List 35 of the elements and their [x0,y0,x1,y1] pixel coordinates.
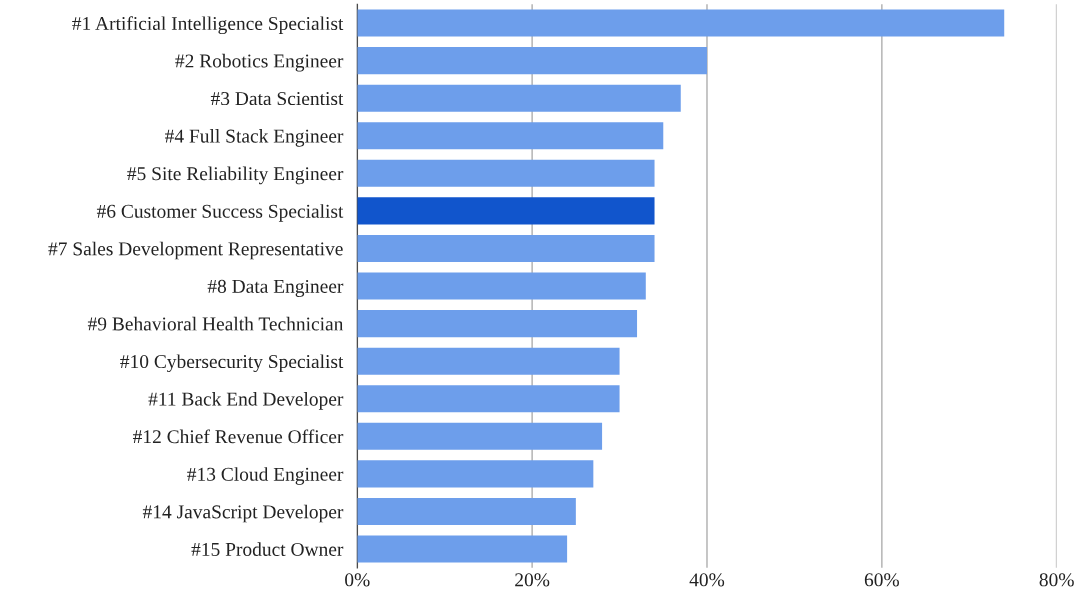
x-tick-label: 40% [689,573,725,587]
y-tick-label: #12 Chief Revenue Officer [132,429,344,444]
y-tick-label: #1 Artificial Intelligence Specialist [72,16,344,35]
y-tick-label: #8 Data Engineer [207,279,344,297]
y-tick-label: #14 JavaScript Developer [142,504,344,523]
x-tick-label: 0% [345,573,370,587]
bar [357,385,620,413]
bar [357,422,603,450]
y-tick-label: #15 Product Owner [191,542,344,556]
bar [357,272,646,300]
bar [357,84,681,112]
x-tick-label: 20% [515,573,550,587]
bar [357,9,1005,37]
y-tick-label: #4 Full Stack Engineer [165,129,344,147]
x-tick-label: 80% [1039,573,1074,587]
y-tick-label: #3 Data Scientist [210,92,344,106]
bar [357,47,707,75]
x-tick-label: 60% [864,573,899,587]
y-tick-label: #7 Sales Development Representative [48,241,343,260]
bar [357,535,568,563]
y-tick-label: #10 Cybersecurity Specialist [120,354,344,373]
y-tick-label: #6 Customer Success Specialist [96,204,344,222]
bar [357,497,576,525]
bar [357,460,594,488]
bar [357,347,620,375]
bar [357,159,655,187]
y-tick-label: #13 Cloud Engineer [187,467,344,485]
bar [357,234,655,262]
bar [357,122,664,150]
y-tick-label: #11 Back End Developer [148,392,344,410]
y-tick-label: #5 Site Reliability Engineer [127,166,344,185]
bar [357,310,638,338]
y-tick-label: #2 Robotics Engineer [175,53,344,72]
y-tick-label: #9 Behavioral Health Technician [87,316,344,331]
bar [357,197,655,225]
